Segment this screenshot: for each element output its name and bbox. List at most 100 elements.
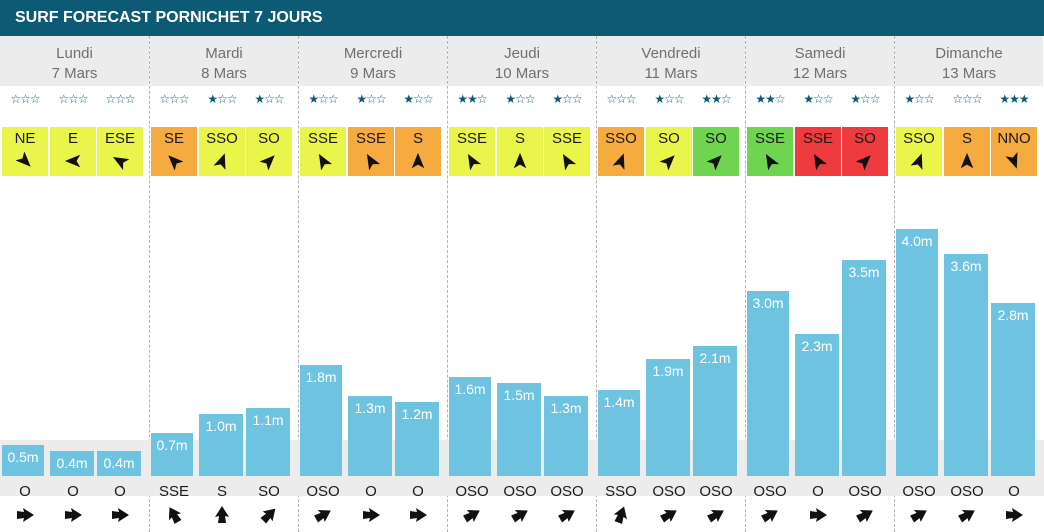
- wind-direction: SSE: [551, 130, 582, 147]
- wave-height-bar: 1.5m: [497, 383, 541, 476]
- wind-box: SSE: [795, 127, 841, 176]
- wave-height-label: 1.8m: [305, 369, 337, 385]
- wind-direction: SSE: [754, 130, 785, 147]
- day-name: Vendredi: [641, 45, 701, 62]
- wave-height-label: 3.0m: [752, 295, 784, 311]
- swell-direction: O: [19, 483, 31, 500]
- wave-height-bar: 1.0m: [199, 414, 243, 476]
- wind-direction: S: [412, 130, 423, 147]
- swell-cell: OSO: [896, 483, 942, 525]
- day-name: Dimanche: [935, 45, 1003, 62]
- day-column: Vendredi 11 Mars: [596, 36, 745, 532]
- swell-arrow-icon: [410, 508, 427, 522]
- wave-height-bar: 3.6m: [944, 254, 988, 476]
- wind-box: SO: [646, 127, 692, 176]
- day-name: Samedi: [794, 45, 846, 62]
- swell-cell: OSO: [300, 483, 346, 525]
- day-header: Jeudi 10 Mars: [448, 36, 596, 86]
- swell-cell: SSE: [151, 483, 197, 525]
- rating-stars: ☆☆☆: [105, 92, 135, 106]
- day-column: Jeudi 10 Mars: [447, 36, 596, 532]
- day-header: Dimanche 13 Mars: [895, 36, 1043, 86]
- wave-height-bar: 3.5m: [842, 260, 886, 476]
- rating-stars: ★★☆: [701, 92, 731, 106]
- swell-arrow-icon: [260, 508, 276, 524]
- swell-arrow-icon: [215, 506, 229, 523]
- wind-arrow-icon: [260, 155, 275, 170]
- wind-arrow-icon: [765, 153, 779, 170]
- wave-height-bar: 1.8m: [300, 365, 342, 476]
- wave-height-bar: 1.3m: [348, 396, 392, 476]
- day-date: 13 Mars: [941, 65, 997, 82]
- swell-direction: OSO: [902, 483, 936, 500]
- rating-stars: ★☆☆: [356, 92, 386, 106]
- wind-direction: SSE: [456, 130, 487, 147]
- swell-cell: OSO: [693, 483, 739, 525]
- swell-cell: O: [2, 483, 48, 525]
- swell-arrow-icon: [17, 508, 34, 522]
- forecast-chart: Lundi 7 Mars Mardi 8 Mars Mercredi 9 Mars Jeud…: [0, 36, 1044, 532]
- wind-box: SO: [246, 127, 292, 176]
- wave-height-label: 2.8m: [997, 307, 1029, 323]
- wave-height-label: 1.2m: [401, 406, 433, 422]
- day-column: Dimanche 13 Mars: [894, 36, 1043, 532]
- swell-cell: O: [50, 483, 96, 525]
- rating-stars: ★☆☆: [505, 92, 535, 106]
- wave-height-label: 4.0m: [901, 233, 933, 249]
- swell-direction: OSO: [652, 483, 686, 500]
- rating-stars: ☆☆☆: [952, 92, 982, 106]
- swell-cell: SO: [246, 483, 292, 525]
- wind-box: SO: [693, 127, 739, 176]
- rating-stars: ★☆☆: [654, 92, 684, 106]
- swell-direction: O: [1008, 483, 1020, 500]
- wave-height-label: 0.7m: [156, 437, 188, 453]
- swell-cell: O: [97, 483, 143, 525]
- day-date: 8 Mars: [201, 65, 247, 82]
- swell-direction: OSO: [550, 483, 584, 500]
- wave-height-label: 3.6m: [950, 258, 982, 274]
- wind-arrow-icon: [318, 153, 332, 170]
- wave-height-bar: 0.5m: [2, 445, 44, 476]
- swell-arrow-icon: [558, 509, 575, 523]
- wind-arrow-icon: [1005, 152, 1018, 169]
- swell-cell: O: [348, 483, 394, 525]
- wind-arrow-icon: [366, 153, 380, 170]
- wind-box: S: [497, 127, 543, 176]
- day-name: Mardi: [205, 45, 243, 62]
- swell-arrow-icon: [363, 508, 380, 522]
- swell-arrow-icon: [314, 509, 331, 523]
- wind-direction: SO: [705, 130, 727, 147]
- rating-stars: ☆☆☆: [58, 92, 88, 106]
- wind-arrow-icon: [64, 154, 81, 168]
- swell-direction: OSO: [950, 483, 984, 500]
- wind-box: SSE: [449, 127, 495, 176]
- wind-arrow-icon: [168, 155, 183, 170]
- swell-arrow-icon: [613, 506, 627, 524]
- swell-direction: O: [812, 483, 824, 500]
- day-name: Jeudi: [504, 45, 540, 62]
- swell-cell: O: [795, 483, 841, 525]
- wave-height-bar: 2.1m: [693, 346, 737, 476]
- wind-box: SSE: [747, 127, 793, 176]
- wave-height-bar: 0.4m: [50, 451, 94, 476]
- wind-arrow-icon: [813, 153, 827, 170]
- day-column: Lundi 7 Mars: [0, 36, 149, 532]
- wind-direction: ESE: [104, 130, 135, 147]
- page-title: SURF FORECAST PORNICHET 7 JOURS: [0, 0, 1044, 36]
- wind-box: ESE: [97, 127, 143, 176]
- swell-arrow-icon: [1006, 508, 1023, 522]
- rating-stars: ★☆☆: [308, 92, 338, 106]
- wind-box: SSO: [896, 127, 942, 176]
- wind-arrow-icon: [213, 153, 226, 170]
- swell-direction: OSO: [306, 483, 340, 500]
- wind-box: SE: [151, 127, 197, 176]
- day-header: Mercredi 9 Mars: [299, 36, 447, 86]
- day-header: Samedi 12 Mars: [746, 36, 894, 86]
- swell-direction: O: [412, 483, 424, 500]
- wind-arrow-icon: [707, 155, 722, 170]
- rating-stars: ★☆☆: [904, 92, 934, 106]
- wave-height-label: 0.5m: [7, 449, 39, 465]
- swell-direction: OSO: [753, 483, 787, 500]
- wind-arrow-icon: [16, 152, 31, 167]
- wind-arrow-icon: [467, 153, 481, 170]
